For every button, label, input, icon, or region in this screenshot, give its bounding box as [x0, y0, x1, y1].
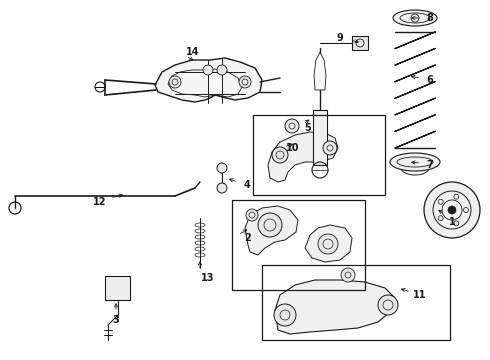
- Text: 12: 12: [93, 197, 107, 207]
- Polygon shape: [268, 132, 338, 182]
- Circle shape: [285, 119, 299, 133]
- Polygon shape: [314, 52, 326, 90]
- Circle shape: [438, 199, 443, 204]
- Circle shape: [246, 209, 258, 221]
- Circle shape: [318, 234, 338, 254]
- Bar: [313, 110, 327, 165]
- Text: 14: 14: [186, 47, 200, 57]
- Polygon shape: [245, 206, 298, 255]
- Ellipse shape: [393, 10, 437, 26]
- Circle shape: [378, 295, 398, 315]
- Circle shape: [454, 221, 459, 226]
- Polygon shape: [305, 225, 352, 262]
- Circle shape: [464, 207, 468, 212]
- Bar: [352, 36, 368, 50]
- Text: 13: 13: [201, 273, 215, 283]
- Bar: [253, 115, 385, 195]
- Circle shape: [323, 141, 337, 155]
- Circle shape: [438, 216, 443, 221]
- Circle shape: [217, 183, 227, 193]
- Circle shape: [272, 147, 288, 163]
- Bar: [232, 200, 365, 290]
- Text: 10: 10: [286, 143, 300, 153]
- Text: 6: 6: [427, 75, 433, 85]
- Polygon shape: [275, 280, 395, 334]
- Circle shape: [258, 213, 282, 237]
- Text: 8: 8: [427, 13, 434, 23]
- Ellipse shape: [390, 153, 440, 171]
- Circle shape: [424, 182, 480, 238]
- Text: 3: 3: [113, 315, 120, 325]
- Circle shape: [203, 65, 213, 75]
- Text: 9: 9: [337, 33, 343, 43]
- Circle shape: [448, 206, 456, 214]
- Circle shape: [454, 194, 459, 199]
- Circle shape: [274, 304, 296, 326]
- Polygon shape: [155, 58, 262, 102]
- Bar: [105, 276, 130, 300]
- Circle shape: [169, 76, 181, 88]
- Circle shape: [239, 76, 251, 88]
- Text: 7: 7: [427, 160, 433, 170]
- Text: 2: 2: [245, 233, 251, 243]
- Text: 5: 5: [305, 123, 311, 133]
- Text: 11: 11: [413, 290, 427, 300]
- Bar: [262, 265, 450, 340]
- Circle shape: [341, 268, 355, 282]
- Text: 4: 4: [244, 180, 250, 190]
- Circle shape: [217, 163, 227, 173]
- Text: 1: 1: [449, 217, 455, 227]
- Circle shape: [217, 65, 227, 75]
